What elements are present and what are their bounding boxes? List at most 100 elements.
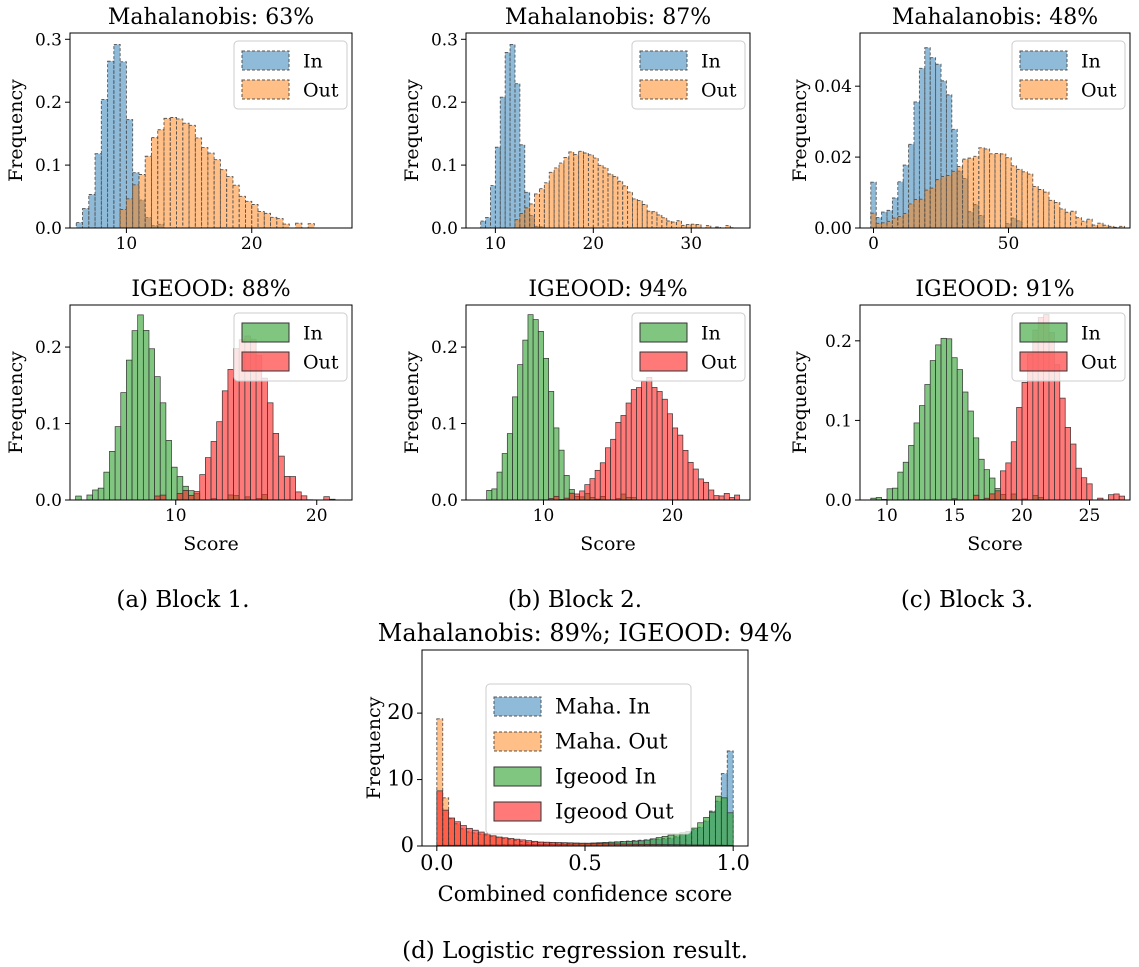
legend-label: In: [701, 323, 721, 345]
bar: [568, 492, 575, 500]
bar: [962, 391, 969, 500]
bar: [466, 827, 473, 846]
legend-label: Out: [701, 80, 737, 102]
x-axis-label: Score: [967, 533, 1022, 555]
axes-frame: [465, 304, 751, 501]
bar: [594, 469, 601, 500]
bar: [602, 167, 609, 228]
bar: [75, 495, 82, 500]
legend-label: Out: [1081, 352, 1117, 374]
legend-label: Out: [303, 80, 339, 102]
x-tick-label: 20: [662, 506, 684, 526]
legend-swatch: [1019, 322, 1068, 343]
x-tick-label: 0.5: [568, 851, 601, 875]
chart-title: IGEOOD: 88%: [131, 277, 290, 302]
bar: [725, 225, 731, 228]
legend-swatch: [241, 79, 290, 100]
caption-b: (b) Block 2.: [508, 587, 642, 613]
bar: [251, 204, 259, 228]
bar: [485, 217, 491, 228]
x-tick-label: 0.0: [420, 851, 453, 875]
bar: [490, 185, 496, 228]
bar: [940, 337, 947, 500]
bar: [924, 384, 931, 500]
x-tick-label: 30: [680, 234, 702, 254]
histogram-panel-6: IGEOOD: 91% 10 15 20 25 0.0 0.1 0.2 Frequency Sco…: [789, 277, 1131, 555]
bar: [531, 840, 538, 846]
legend: Maha. In Maha. Out Igeood In Igeood Out: [485, 683, 692, 835]
bar: [553, 167, 560, 228]
bar: [270, 216, 278, 228]
bar: [221, 390, 229, 500]
bar: [126, 359, 133, 500]
y-tick-label: 0.0: [825, 491, 852, 511]
bar: [558, 162, 565, 228]
bars-group: [75, 314, 336, 500]
bar: [1043, 191, 1050, 228]
bar: [537, 331, 544, 500]
bar: [176, 118, 184, 228]
histogram-panel-5: IGEOOD: 94% 10 20 0.0 0.1 0.2 Frequency Score In…: [401, 277, 751, 555]
bar: [103, 471, 110, 500]
bar: [88, 194, 96, 228]
bar: [715, 226, 722, 228]
bar: [951, 357, 958, 500]
bar: [1118, 495, 1125, 500]
x-tick-label: 25: [1079, 506, 1101, 526]
bar: [1026, 173, 1034, 228]
caption-c: (c) Block 3.: [901, 587, 1033, 613]
bar: [918, 198, 926, 228]
bar: [499, 96, 506, 228]
x-axis-label: Combined confidence score: [438, 882, 733, 906]
bar: [677, 434, 684, 500]
bar: [956, 165, 964, 228]
bar: [1064, 427, 1071, 500]
legend-swatch: [639, 322, 688, 343]
x-tick-label: 10: [165, 506, 187, 526]
legend-label: Igeood Out: [555, 800, 674, 824]
bar: [548, 391, 555, 500]
bar: [666, 220, 673, 228]
bar: [525, 840, 533, 846]
series-out: [951, 314, 1125, 500]
bar: [891, 217, 899, 228]
bar: [263, 212, 271, 228]
y-axis-label: Frequency: [789, 351, 811, 454]
bar: [100, 99, 109, 228]
y-axis-label: Frequency: [5, 79, 27, 182]
bar: [682, 449, 689, 500]
bar: [1081, 477, 1088, 500]
chart-title: Mahalanobis: 89%; IGEOOD: 94%: [378, 619, 793, 647]
bar: [232, 184, 240, 228]
bar: [723, 493, 730, 500]
bar: [589, 478, 596, 500]
bar: [307, 223, 315, 228]
bar: [708, 489, 715, 500]
bar: [691, 827, 698, 846]
bar: [245, 200, 253, 228]
bar: [935, 344, 942, 500]
bar: [495, 836, 503, 846]
bar: [967, 157, 974, 228]
bar: [517, 364, 524, 500]
bar: [534, 193, 540, 228]
bar: [537, 841, 544, 846]
bar: [109, 451, 116, 500]
bar: [881, 211, 888, 228]
series-out: [119, 117, 315, 228]
bar: [599, 462, 606, 500]
y-tick-label: 0.1: [35, 156, 62, 176]
bar: [940, 176, 947, 228]
histogram-panel-2: Mahalanobis: 87% 10 20 30 0.0 0.1 0.2 0.3 Freque…: [401, 5, 751, 254]
x-axis-label: Score: [580, 533, 635, 555]
legend: In Out: [233, 312, 348, 382]
bar: [210, 441, 217, 500]
bar: [983, 469, 990, 500]
bar: [558, 449, 565, 500]
series-out: [870, 147, 1126, 228]
bar: [881, 222, 888, 228]
bar: [578, 150, 584, 228]
bar: [919, 405, 926, 500]
bar: [201, 147, 209, 228]
bar: [442, 809, 450, 846]
